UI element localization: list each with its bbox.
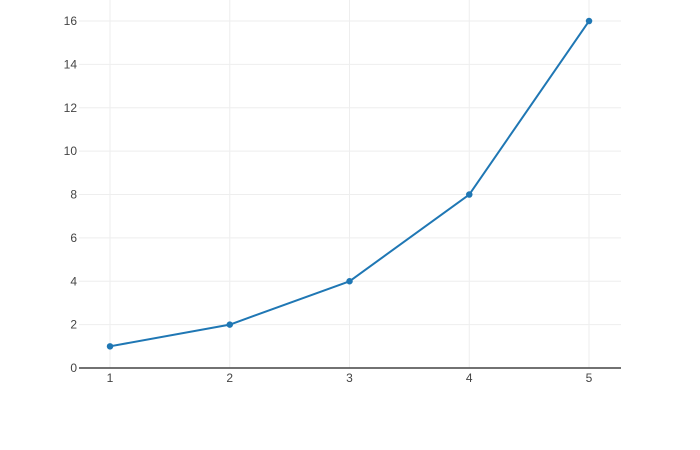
y-tick-label: 12 [64,101,78,115]
y-tick-label: 14 [64,57,78,71]
data-point-marker[interactable] [106,343,114,350]
y-tick-label: 4 [70,274,77,288]
y-tick-label: 0 [70,361,77,375]
data-point-marker[interactable] [466,191,473,198]
y-tick-label: 2 [70,318,77,332]
y-tick-label: 6 [70,231,77,245]
x-tick-label: 1 [107,371,114,385]
x-tick-label: 2 [226,371,233,385]
data-point-marker[interactable] [346,278,353,285]
y-tick-label: 10 [64,144,78,158]
x-tick-label: 5 [586,371,593,385]
x-tick-label: 3 [346,371,353,385]
data-point-marker[interactable] [585,17,593,25]
data-point-marker[interactable] [226,321,234,328]
y-tick-label: 16 [64,14,78,28]
y-tick-label: 8 [70,188,77,202]
x-tick-label: 4 [466,371,473,385]
